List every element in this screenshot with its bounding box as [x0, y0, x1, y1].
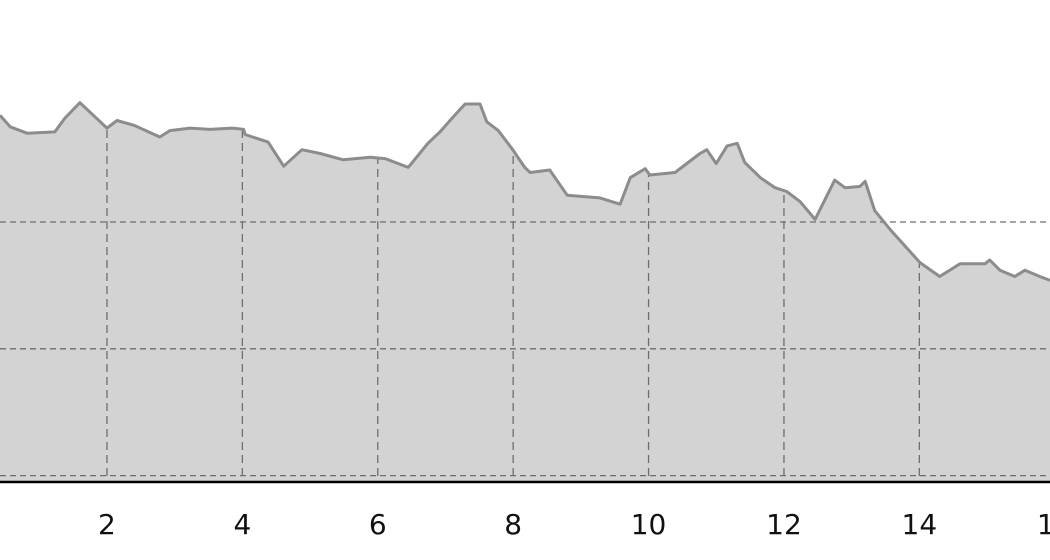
x-tick-label: 16 — [1037, 508, 1050, 541]
x-tick-label: 14 — [902, 508, 938, 541]
x-tick-label: 4 — [233, 508, 251, 541]
x-tick-label: 2 — [98, 508, 116, 541]
x-tick-label: 8 — [504, 508, 522, 541]
x-tick-label: 6 — [369, 508, 387, 541]
series-line — [0, 101, 1050, 282]
x-tick-label: 12 — [766, 508, 802, 541]
x-tick-labels: 2 4 6 8 10 12 14 16 — [98, 508, 1050, 541]
x-tick-label: 10 — [631, 508, 667, 541]
horizontal-gridlines — [0, 221, 1050, 477]
area-fill — [0, 102, 1050, 482]
